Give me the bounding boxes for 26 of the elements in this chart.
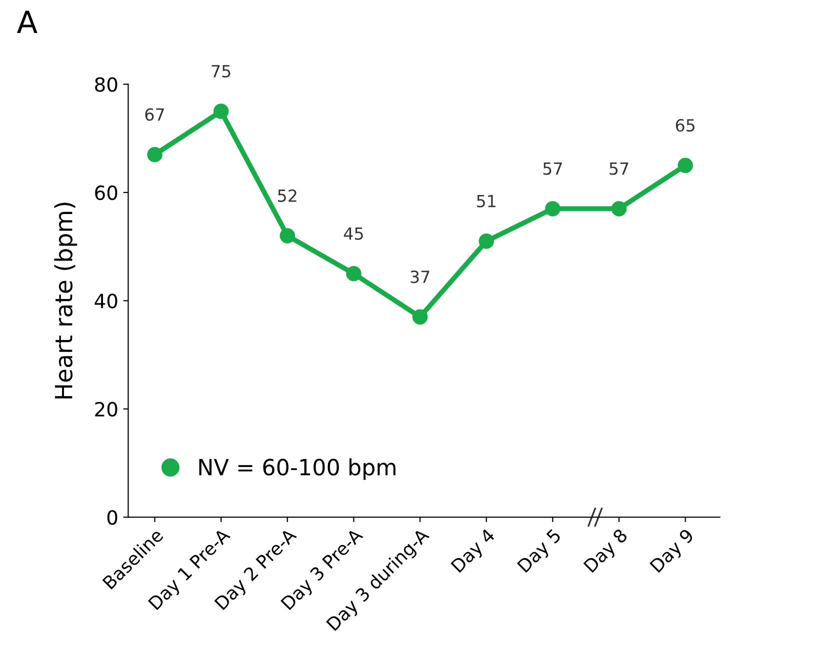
data-label: 65 <box>676 119 694 132</box>
data-label: 57 <box>610 162 628 175</box>
data-label: 51 <box>477 195 496 208</box>
point <box>545 201 560 216</box>
point <box>678 158 693 174</box>
point <box>611 201 627 216</box>
chart-title: A <box>17 10 38 34</box>
point <box>346 266 362 282</box>
y-tick-label: 80 <box>95 77 118 92</box>
data-label: 57 <box>543 162 562 175</box>
data-label: 45 <box>344 227 363 240</box>
y-tick-label: 40 <box>94 294 118 308</box>
y-axis-title: Heart rate (bpm) <box>54 202 78 398</box>
point <box>147 146 162 162</box>
data-label: 52 <box>278 189 296 202</box>
data-label: 37 <box>410 270 430 284</box>
data-label: 67 <box>145 108 164 121</box>
point <box>478 234 494 249</box>
y-tick-label: 0 <box>107 510 118 525</box>
data-label: 75 <box>212 65 230 78</box>
legend-label: NV = 60-100 bpm <box>199 458 396 480</box>
y-tick-label: 60 <box>95 185 118 200</box>
point <box>412 309 428 325</box>
y-tick-label: 20 <box>95 402 118 417</box>
point <box>280 228 296 244</box>
point <box>213 104 229 119</box>
